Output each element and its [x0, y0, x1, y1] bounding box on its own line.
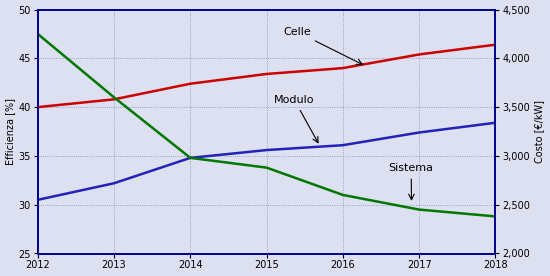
Y-axis label: Efficienza [%]: Efficienza [%] — [6, 98, 15, 165]
Text: Sistema: Sistema — [389, 163, 433, 200]
Y-axis label: Costo [€/kW]: Costo [€/kW] — [535, 100, 544, 163]
Text: Modulo: Modulo — [274, 95, 318, 143]
Text: Celle: Celle — [283, 27, 362, 64]
